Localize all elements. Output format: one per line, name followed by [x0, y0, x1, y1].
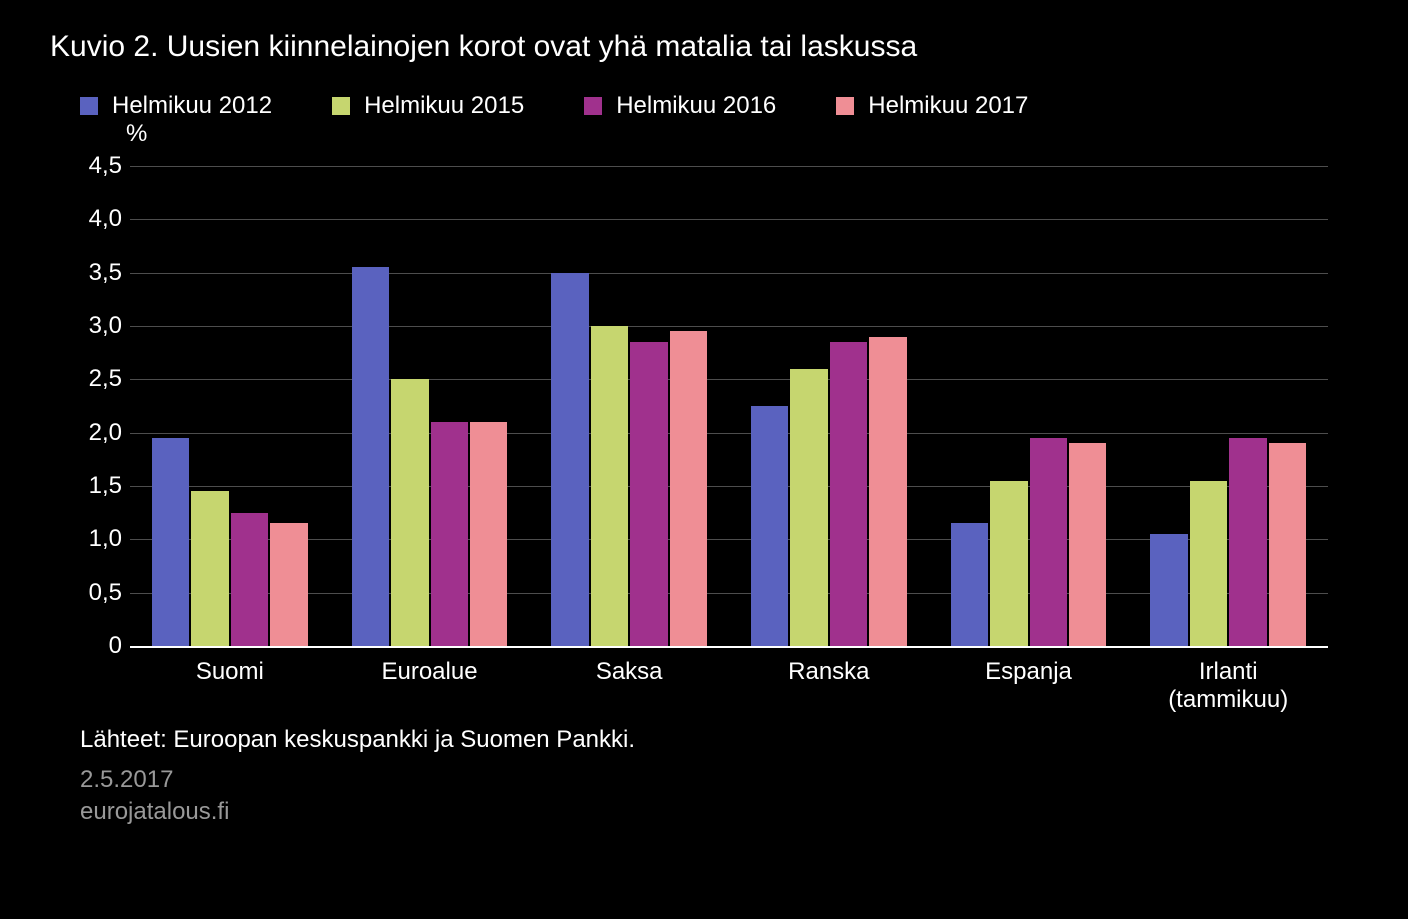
bar — [270, 523, 307, 646]
bar-group — [529, 166, 729, 646]
bar — [470, 422, 507, 646]
bar — [1069, 443, 1106, 646]
y-tick-label: 1,0 — [89, 525, 122, 553]
bar — [1269, 443, 1306, 646]
y-tick-label: 4,0 — [89, 205, 122, 233]
y-tick-label: 4,5 — [89, 152, 122, 180]
bar — [790, 369, 827, 646]
bar — [830, 342, 867, 646]
x-tick-label: Euroalue — [330, 646, 530, 706]
y-tick-label: 2,0 — [89, 419, 122, 447]
bar — [1150, 534, 1187, 646]
footer-site: eurojatalous.fi — [80, 796, 1358, 827]
bar — [231, 513, 268, 646]
x-tick-label: Suomi — [130, 646, 330, 706]
x-tick-label-line1: Irlanti — [1128, 658, 1328, 686]
y-axis: 00,51,01,52,02,53,03,54,04,5 — [80, 166, 130, 646]
x-tick-label: Irlanti(tammikuu) — [1128, 646, 1328, 706]
legend-swatch — [332, 97, 350, 115]
x-tick-label-line2: (tammikuu) — [1128, 686, 1328, 714]
bar-group — [330, 166, 530, 646]
bar — [191, 491, 228, 646]
legend-label: Helmikuu 2016 — [616, 92, 776, 120]
footer: 2.5.2017 eurojatalous.fi — [80, 764, 1358, 826]
y-tick-label: 3,0 — [89, 312, 122, 340]
bar — [152, 438, 189, 646]
y-tick-label: 3,5 — [89, 259, 122, 287]
bar — [391, 379, 428, 646]
y-tick-label: 2,5 — [89, 365, 122, 393]
legend-item: Helmikuu 2016 — [584, 92, 776, 120]
legend-item: Helmikuu 2012 — [80, 92, 272, 120]
x-tick-label-line1: Suomi — [130, 658, 330, 686]
y-tick-label: 0,5 — [89, 579, 122, 607]
bar — [751, 406, 788, 646]
y-tick-label: 0 — [109, 632, 122, 660]
legend-swatch — [584, 97, 602, 115]
x-tick-label: Saksa — [529, 646, 729, 706]
bar-groups — [130, 166, 1328, 646]
footer-date: 2.5.2017 — [80, 764, 1358, 795]
legend-label: Helmikuu 2017 — [868, 92, 1028, 120]
x-tick-label-line1: Saksa — [529, 658, 729, 686]
bar-group — [1128, 166, 1328, 646]
bar — [551, 273, 588, 646]
plot-area: 00,51,01,52,02,53,03,54,04,5 SuomiEuroal… — [80, 166, 1328, 706]
bar — [1190, 481, 1227, 646]
source-attribution: Lähteet: Euroopan keskuspankki ja Suomen… — [80, 724, 1358, 756]
bar — [869, 337, 906, 646]
x-tick-label-line1: Euroalue — [330, 658, 530, 686]
x-tick-label: Ranska — [729, 646, 929, 706]
legend-swatch — [836, 97, 854, 115]
y-unit-label: % — [126, 120, 1358, 148]
y-tick-label: 1,5 — [89, 472, 122, 500]
bar — [670, 331, 707, 646]
x-axis-labels: SuomiEuroalueSaksaRanskaEspanjaIrlanti(t… — [130, 646, 1328, 706]
x-tick-label-line1: Espanja — [929, 658, 1129, 686]
bar — [1030, 438, 1067, 646]
bar-group — [130, 166, 330, 646]
chart-title: Kuvio 2. Uusien kiinnelainojen korot ova… — [50, 30, 1358, 64]
bar — [630, 342, 667, 646]
bar — [1229, 438, 1266, 646]
legend-item: Helmikuu 2015 — [332, 92, 524, 120]
bar-group — [929, 166, 1129, 646]
bar — [990, 481, 1027, 646]
legend-label: Helmikuu 2012 — [112, 92, 272, 120]
legend-item: Helmikuu 2017 — [836, 92, 1028, 120]
legend-swatch — [80, 97, 98, 115]
legend-label: Helmikuu 2015 — [364, 92, 524, 120]
chart-container: Kuvio 2. Uusien kiinnelainojen korot ova… — [0, 0, 1408, 919]
bar — [591, 326, 628, 646]
x-tick-label: Espanja — [929, 646, 1129, 706]
x-tick-label-line1: Ranska — [729, 658, 929, 686]
bar — [951, 523, 988, 646]
bar — [431, 422, 468, 646]
legend: Helmikuu 2012 Helmikuu 2015 Helmikuu 2016 H… — [50, 92, 1358, 120]
bar-group — [729, 166, 929, 646]
bar — [352, 267, 389, 646]
